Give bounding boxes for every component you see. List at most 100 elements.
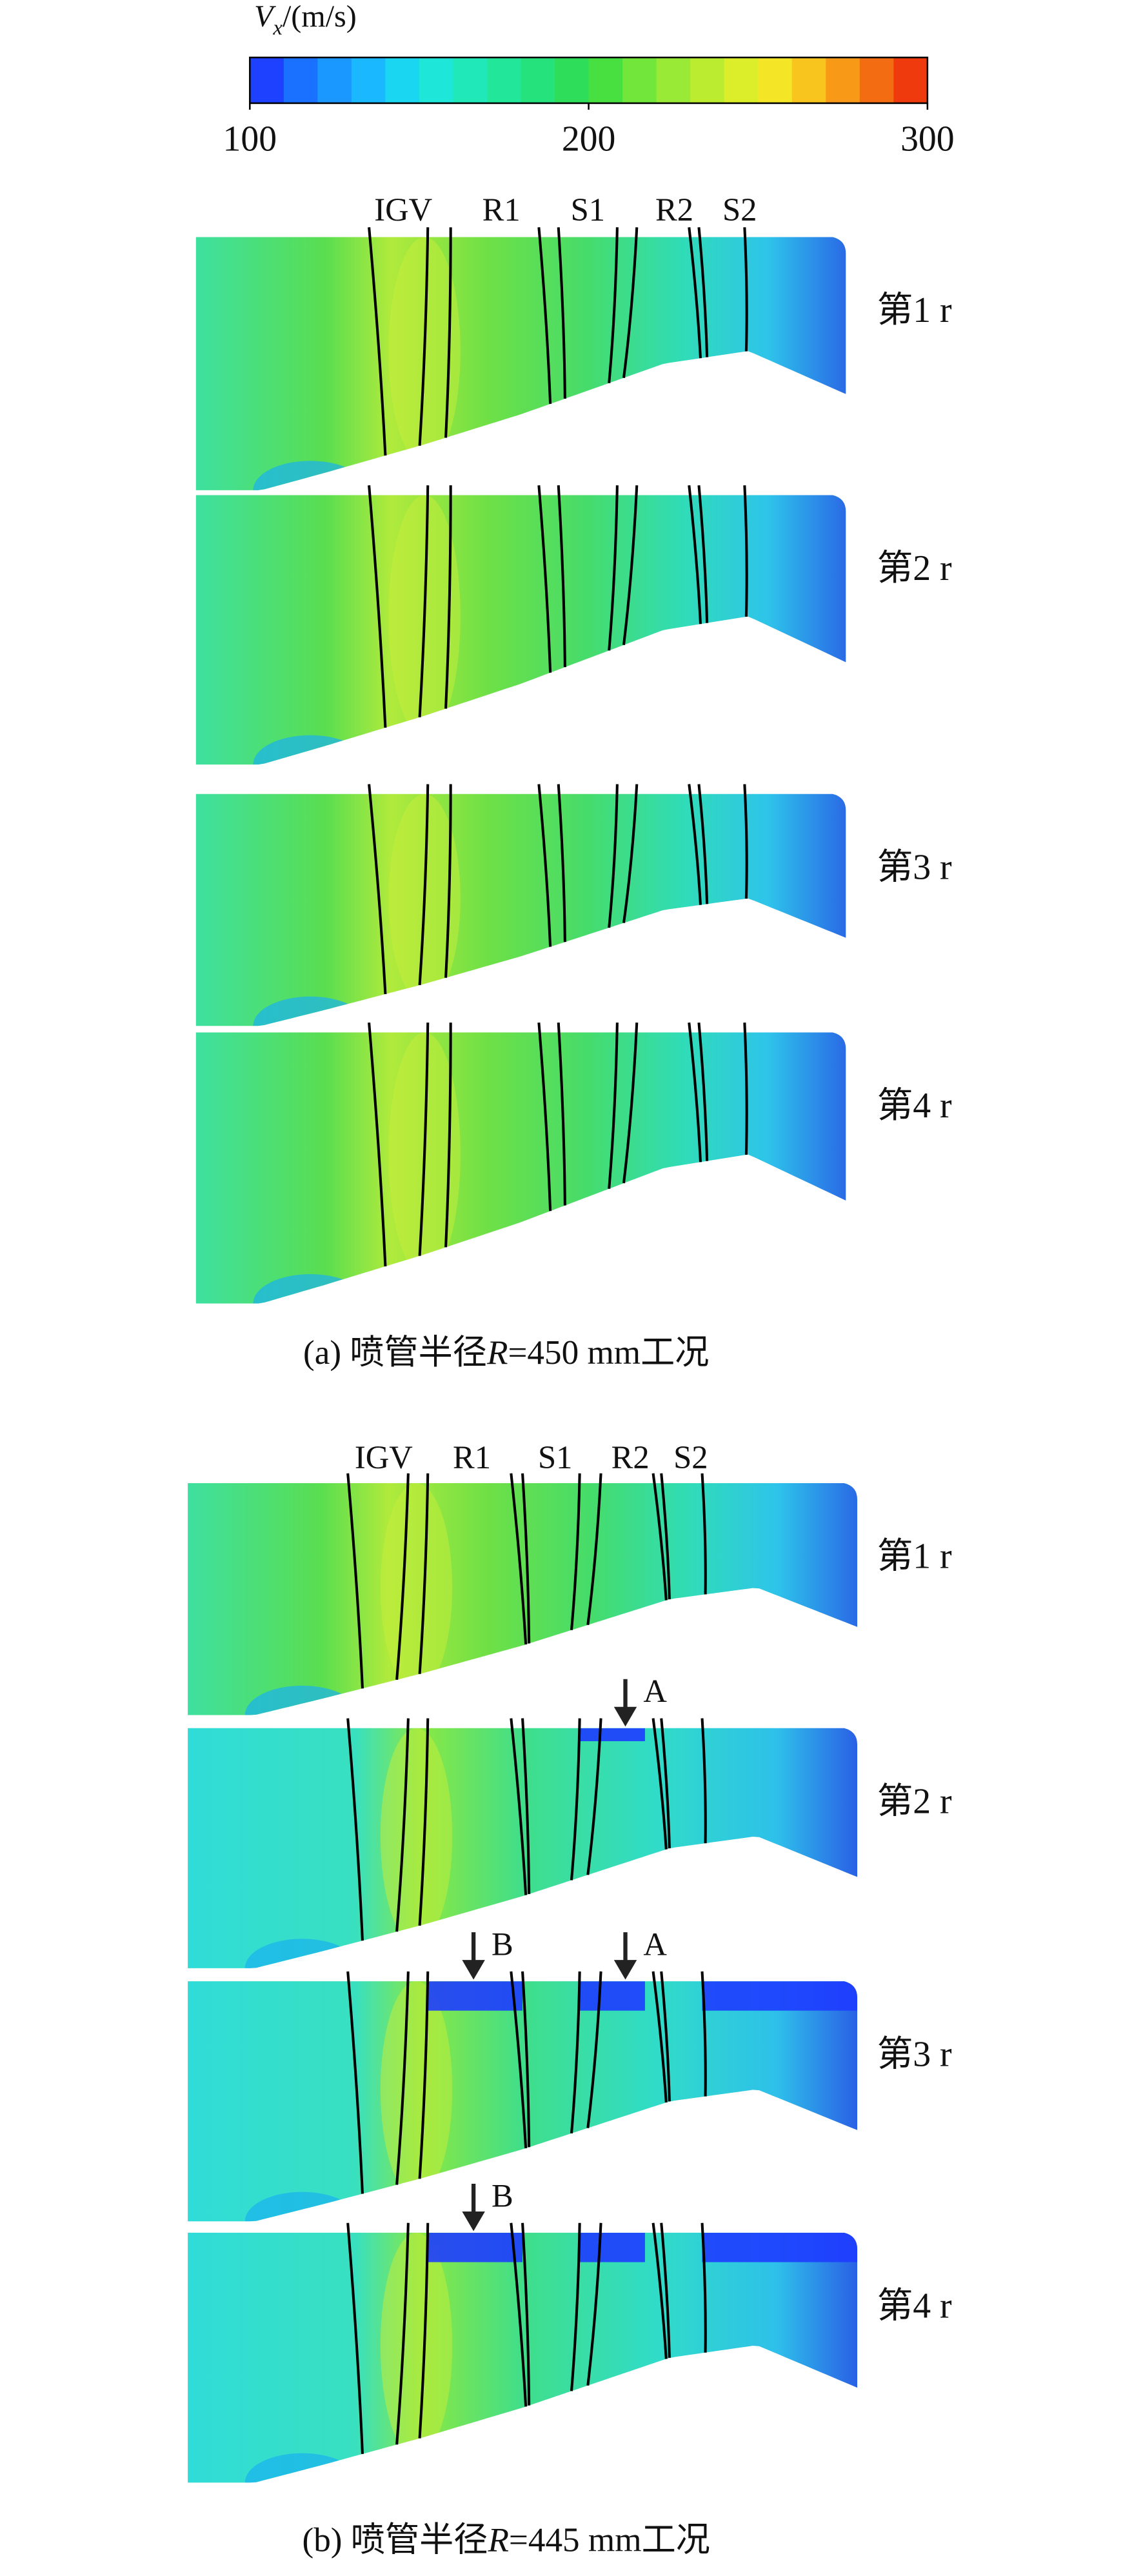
low-region (253, 735, 368, 765)
blade (510, 1971, 528, 2149)
colorbar-swatch (555, 57, 590, 103)
marker-label: A (643, 1926, 667, 1962)
blade (570, 1971, 581, 2133)
row-label: 第3 r (877, 2035, 952, 2075)
row-label: 第2 r (877, 548, 952, 588)
blade (557, 227, 566, 399)
colorbar-swatch (656, 57, 691, 103)
blade (701, 2222, 707, 2353)
separation-region (579, 1981, 645, 2011)
colorbar-swatch (419, 57, 454, 103)
flow-passage (195, 237, 846, 490)
caption: (a) 喷管半径R=450 mm工况 (303, 1334, 709, 1372)
colorbar-swatch (453, 57, 488, 103)
arrow-head (613, 1706, 637, 1727)
row-label: 第4 r (877, 2286, 952, 2326)
blade (537, 784, 552, 947)
blade (651, 2222, 668, 2359)
colorbar-title: Vx/(m/s) (254, 0, 357, 40)
row-label: 第2 r (877, 1781, 952, 1821)
arrow-head (462, 2212, 485, 2232)
blade (418, 1023, 430, 1256)
blade (660, 1971, 671, 2102)
blade (537, 227, 552, 404)
low-region (244, 2453, 359, 2483)
colorbar-swatch (588, 57, 623, 103)
blade (660, 2222, 671, 2358)
blade (418, 2222, 430, 2439)
blade (368, 1022, 387, 1267)
caption-rest: =445 mm工况 (509, 2522, 710, 2559)
blade (537, 1022, 552, 1212)
row-label: 第1 r (877, 1537, 952, 1577)
low-region (253, 1273, 368, 1304)
blade (418, 227, 430, 446)
blade (521, 1473, 531, 1644)
blade (395, 1971, 410, 2185)
row-label: 第1 r (877, 290, 952, 330)
colorbar-swatch (724, 57, 759, 103)
blade (557, 1023, 566, 1206)
blade (346, 2222, 364, 2454)
blade-label: S2 (673, 1439, 708, 1475)
blade (418, 1718, 430, 1926)
blade (688, 1022, 702, 1163)
blade (444, 485, 452, 709)
high-region (380, 1483, 453, 1692)
blade-label: IGV (355, 1439, 413, 1475)
blade (418, 485, 430, 717)
blade (660, 1718, 671, 1849)
colorbar-swatch (826, 57, 860, 103)
caption-variable: R (486, 1334, 508, 1372)
caption-rest: =450 mm工况 (508, 1334, 709, 1372)
blade (697, 227, 709, 357)
blade (510, 2222, 528, 2407)
blade (368, 784, 387, 995)
blade (688, 227, 702, 359)
blade-label: R1 (453, 1439, 491, 1475)
contour-features (244, 1981, 857, 2222)
blade (395, 2222, 410, 2445)
blade (521, 1718, 531, 1894)
blade (688, 784, 702, 905)
blade (651, 1473, 668, 1601)
arrow-head (613, 1960, 637, 1980)
separation-region (702, 1981, 857, 2011)
blade (743, 784, 748, 899)
flow-passage (195, 1032, 846, 1304)
blade (521, 1971, 531, 2148)
blade (444, 227, 452, 438)
blade (586, 1971, 602, 2128)
blade (651, 1718, 668, 1850)
blade (418, 1473, 430, 1674)
colorbar-tick-label: 200 (562, 119, 616, 159)
blade (557, 784, 566, 943)
blade (622, 1023, 639, 1184)
blade (510, 1718, 528, 1895)
blade (346, 1473, 364, 1689)
colorbar-swatch (791, 57, 827, 103)
blade (586, 1718, 602, 1875)
blade (395, 1473, 410, 1680)
blade-label: R2 (611, 1439, 650, 1475)
blade (608, 1023, 619, 1189)
subscript: x (272, 17, 283, 40)
blade (521, 2222, 531, 2406)
caption-prefix: (a) 喷管半径 (303, 1334, 487, 1372)
blade-label: S1 (538, 1439, 572, 1475)
separation-region (579, 2232, 645, 2262)
blade-label: IGV (374, 192, 432, 228)
high-region (380, 1728, 453, 1944)
blade (586, 1473, 602, 1626)
colorbar-swatch (283, 57, 319, 103)
blade (395, 1718, 410, 1932)
flow-passage (195, 794, 846, 1026)
caption-variable: R (487, 2522, 508, 2559)
blade (444, 784, 452, 978)
flow-passage (195, 495, 846, 765)
blade (368, 485, 387, 728)
colorbar-swatch (622, 57, 657, 103)
separation-region (428, 1981, 523, 2011)
colorbar-swatch (317, 57, 352, 103)
